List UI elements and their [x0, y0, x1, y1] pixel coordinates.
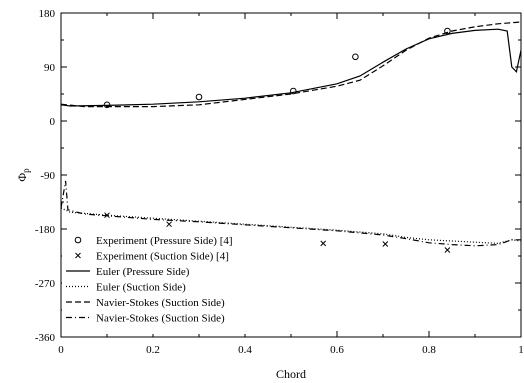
legend-label: Experiment (Pressure Side) [4]	[96, 235, 233, 247]
data-point-x	[75, 252, 81, 259]
legend-entry: Euler (Suction Side)	[66, 282, 186, 294]
legend-label: Euler (Pressure Side)	[96, 266, 190, 278]
x-tick-label: 0.2	[146, 344, 160, 356]
legend-label: Euler (Suction Side)	[96, 282, 186, 294]
y-axis-label-sub: p	[21, 168, 31, 173]
y-tick-label: -90	[40, 170, 55, 182]
legend-entry: Euler (Pressure Side)	[66, 266, 190, 278]
y-axis-label-main: Φ	[15, 173, 29, 182]
data-point-x	[320, 240, 327, 247]
y-tick-label: 0	[50, 116, 56, 128]
legend-entry: Experiment (Suction Side) [4]	[75, 251, 229, 263]
x-tick-label: 0.8	[422, 344, 436, 356]
y-tick-label: -360	[35, 332, 56, 344]
y-tick-label: 180	[39, 8, 56, 20]
series-line-4	[60, 21, 522, 108]
data-point-circle	[352, 53, 359, 61]
axis-ticks: 0 0.2 0.4 0.6 0.8 1 -360 -270 -180 -90 0 90 180	[35, 8, 524, 356]
series-line-5	[60, 180, 521, 247]
x-tick-label: 0	[58, 344, 64, 356]
series-line-3	[60, 207, 522, 245]
y-tick-label: 90	[44, 62, 56, 74]
x-axis-label: Chord	[276, 367, 306, 381]
x-tick-label: 0.4	[238, 344, 252, 356]
legend-label: Navier-Stokes (Suction Side)	[96, 313, 225, 325]
x-tick-label: 1	[518, 344, 524, 356]
data-point-circle	[74, 236, 82, 244]
legend-entry: Navier-Stokes (Suction Side)	[66, 297, 225, 309]
y-axis-label: Φp	[15, 168, 31, 182]
data-point-circle	[444, 27, 451, 35]
legend-entry: Experiment (Pressure Side) [4]	[74, 235, 233, 247]
legend-entry: Navier-Stokes (Suction Side)	[66, 313, 225, 325]
data-point-x	[444, 247, 451, 253]
y-tick-label: -180	[35, 224, 56, 236]
data-point-x	[382, 241, 389, 247]
legend-label: Experiment (Suction Side) [4]	[96, 251, 229, 263]
data-point-x	[166, 221, 172, 228]
legend-label: Navier-Stokes (Suction Side)	[96, 297, 225, 309]
legend-background	[62, 232, 277, 334]
data-point-circle	[195, 93, 203, 101]
data-point-circle	[290, 87, 297, 95]
legend: Experiment (Pressure Side) [4] Experiment…	[62, 232, 277, 334]
series-line-2	[60, 28, 522, 107]
series-layer	[60, 21, 522, 253]
y-tick-label: -270	[35, 278, 56, 290]
x-tick-label: 0.6	[330, 344, 344, 356]
